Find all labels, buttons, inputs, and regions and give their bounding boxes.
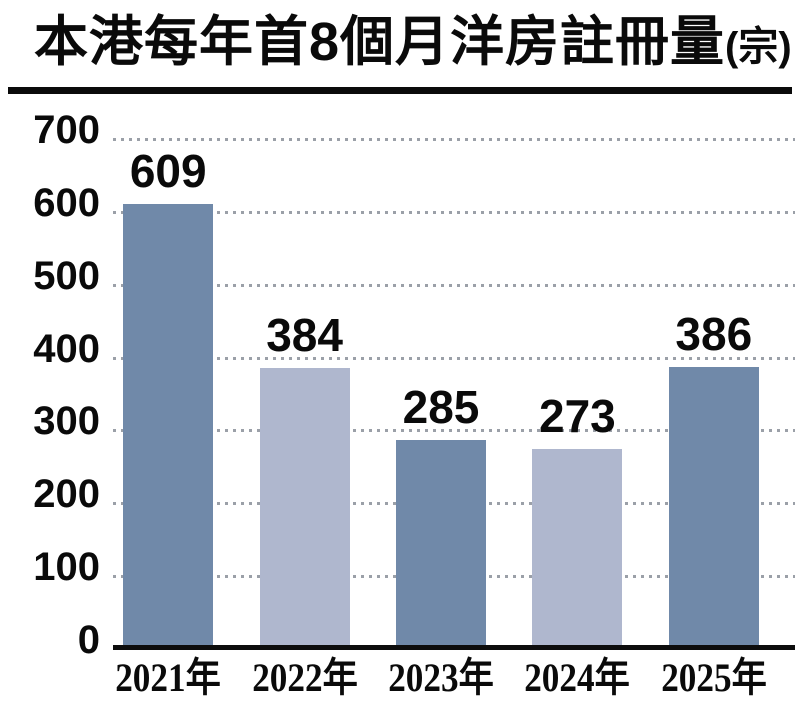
- gridline-600: [113, 210, 795, 214]
- y-axis-tick-label: 700: [33, 108, 100, 152]
- x-axis-line: [113, 645, 795, 650]
- gridline-700: [113, 138, 795, 141]
- bar-2025年: [668, 366, 759, 648]
- bar-value-label: 386: [675, 307, 753, 360]
- bar-2022年: [259, 368, 350, 648]
- bars-layer: 609 384 285 273 386: [100, 138, 782, 648]
- y-axis-tick-label: 300: [33, 399, 100, 444]
- x-axis-tick-label: 2023年: [388, 655, 494, 700]
- bar-2024年: [532, 449, 623, 648]
- x-axis-tick-label: 2025年: [660, 655, 767, 700]
- y-axis-tick-label: 200: [33, 472, 100, 517]
- bar-value-label: 273: [539, 390, 616, 443]
- y-axis-tick-label: 600: [33, 180, 100, 225]
- x-axis-labels: 2021年 2022年 2023年 2024年 2025年: [100, 657, 782, 707]
- chart-title: 本港每年首8個月洋房註冊量(宗): [34, 2, 792, 87]
- bar-2023年: [396, 440, 486, 648]
- bar-value-label: 384: [266, 309, 343, 362]
- title-divider-rule: [8, 87, 792, 94]
- y-axis-tick-label: 500: [33, 253, 100, 298]
- bar-2021年: [123, 204, 214, 648]
- gridline-300: [113, 429, 795, 433]
- gridline-400: [113, 356, 795, 360]
- y-axis: 0 100 200 300 400 500 600 700: [0, 110, 100, 660]
- bar-value-label: 285: [402, 381, 480, 434]
- chart-title-text: 本港每年首8個月洋房註冊量: [34, 12, 726, 72]
- y-axis-tick-label: 400: [33, 326, 100, 371]
- gridline-500: [113, 283, 795, 287]
- x-axis-tick-label: 2022年: [251, 655, 358, 700]
- x-axis-tick-label: 2021年: [115, 655, 221, 700]
- chart-title-unit: (宗): [725, 25, 792, 69]
- x-axis-tick-label: 2024年: [524, 655, 631, 700]
- y-axis-tick-label: 100: [33, 545, 100, 590]
- bar-value-label: 609: [129, 145, 207, 198]
- y-axis-tick-label: 0: [77, 618, 100, 662]
